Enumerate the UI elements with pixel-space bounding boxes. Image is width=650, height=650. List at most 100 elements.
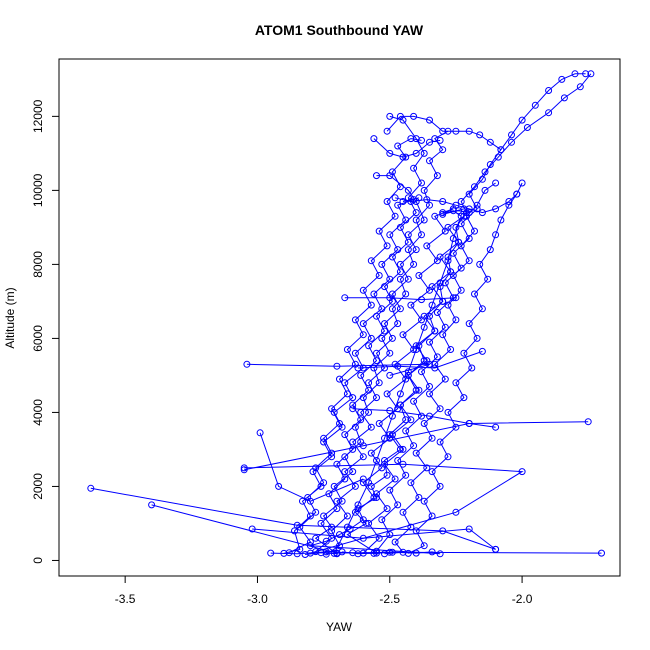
data-point bbox=[404, 246, 412, 254]
data-point bbox=[508, 131, 515, 139]
data-point bbox=[471, 183, 478, 191]
data-point bbox=[431, 212, 439, 220]
data-point bbox=[431, 360, 439, 368]
series-10 bbox=[373, 70, 590, 555]
data-point bbox=[444, 453, 452, 461]
data-point bbox=[396, 260, 404, 268]
data-point bbox=[388, 168, 396, 176]
data-point bbox=[402, 471, 410, 479]
data-point bbox=[349, 401, 357, 409]
series-line bbox=[342, 208, 470, 555]
data-point bbox=[399, 153, 407, 161]
data-point bbox=[531, 101, 539, 109]
data-point bbox=[349, 438, 357, 446]
data-point bbox=[381, 320, 388, 328]
series-0 bbox=[267, 70, 595, 558]
data-point bbox=[449, 235, 457, 242]
data-point bbox=[407, 135, 415, 143]
data-point bbox=[285, 549, 293, 557]
data-point bbox=[365, 386, 373, 394]
data-point bbox=[420, 186, 428, 194]
data-point bbox=[336, 420, 343, 427]
data-point bbox=[420, 312, 428, 320]
data-point bbox=[452, 379, 460, 387]
data-point bbox=[373, 349, 380, 357]
data-point bbox=[359, 453, 367, 461]
data-point bbox=[441, 279, 449, 287]
data-point bbox=[513, 190, 521, 198]
data-point bbox=[420, 216, 428, 224]
data-point bbox=[471, 227, 478, 235]
data-point bbox=[349, 468, 357, 476]
data-point bbox=[373, 172, 380, 180]
data-point bbox=[240, 466, 248, 474]
data-point bbox=[410, 164, 418, 172]
data-point bbox=[373, 457, 380, 464]
data-point bbox=[449, 249, 457, 257]
data-point bbox=[248, 525, 256, 533]
series-line bbox=[394, 193, 518, 214]
data-point bbox=[576, 83, 584, 91]
data-point bbox=[388, 431, 396, 439]
data-point bbox=[436, 550, 444, 558]
data-point bbox=[418, 412, 425, 420]
data-point bbox=[354, 501, 362, 509]
data-point bbox=[478, 175, 486, 183]
data-point bbox=[325, 490, 333, 498]
data-point bbox=[365, 519, 373, 527]
data-point bbox=[341, 294, 349, 302]
data-point bbox=[476, 131, 484, 139]
data-point bbox=[383, 127, 391, 135]
series-21 bbox=[391, 190, 521, 217]
data-point bbox=[291, 527, 298, 535]
data-point bbox=[455, 238, 463, 246]
data-point bbox=[354, 550, 362, 558]
data-point bbox=[492, 231, 500, 239]
series-23 bbox=[341, 294, 460, 304]
data-point bbox=[423, 242, 431, 250]
data-point bbox=[481, 186, 489, 194]
data-point bbox=[306, 549, 314, 557]
series-line bbox=[305, 130, 449, 555]
data-point bbox=[452, 508, 460, 516]
series-7 bbox=[285, 135, 425, 557]
data-point bbox=[449, 207, 457, 215]
series-line bbox=[386, 115, 502, 151]
series-line bbox=[288, 138, 422, 554]
data-point bbox=[457, 212, 465, 220]
data-point bbox=[383, 242, 391, 250]
data-point bbox=[373, 312, 380, 320]
data-point bbox=[391, 212, 399, 220]
data-point bbox=[343, 346, 351, 353]
data-point bbox=[299, 497, 306, 505]
data-point bbox=[505, 198, 513, 205]
data-point bbox=[381, 283, 388, 291]
x-tick-label: -3.5 bbox=[115, 592, 136, 606]
data-point bbox=[320, 434, 328, 442]
data-point bbox=[497, 216, 505, 224]
data-point bbox=[452, 127, 460, 135]
data-point bbox=[465, 525, 473, 533]
data-point bbox=[426, 201, 433, 209]
data-point bbox=[386, 531, 394, 539]
data-point bbox=[328, 453, 336, 461]
data-point bbox=[418, 368, 425, 376]
data-point bbox=[394, 362, 402, 370]
data-point bbox=[426, 383, 433, 390]
data-point bbox=[378, 260, 386, 268]
data-point bbox=[386, 349, 394, 357]
data-point bbox=[354, 364, 362, 372]
data-point bbox=[333, 505, 341, 513]
data-point bbox=[598, 549, 605, 557]
data-point bbox=[420, 149, 428, 157]
data-point bbox=[375, 227, 383, 235]
data-point bbox=[243, 360, 251, 368]
plot-frame bbox=[58, 58, 621, 577]
data-point bbox=[436, 482, 444, 490]
data-point bbox=[404, 186, 412, 194]
data-point bbox=[383, 471, 391, 479]
x-axis-label: YAW bbox=[326, 620, 353, 634]
data-point bbox=[396, 305, 404, 313]
data-point bbox=[399, 460, 407, 468]
data-point bbox=[484, 275, 492, 283]
